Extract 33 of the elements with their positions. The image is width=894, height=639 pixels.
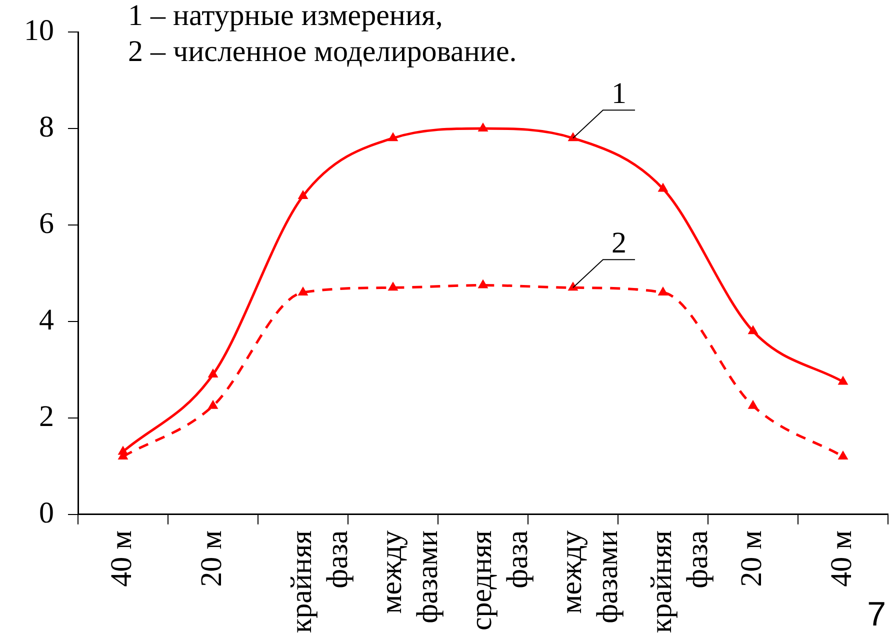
- y-tick-label: 4: [39, 303, 54, 336]
- point: [388, 282, 398, 291]
- x-tick-label: 40 м: [824, 530, 858, 587]
- point: [838, 376, 848, 385]
- point: [478, 122, 488, 132]
- x-tick-label: 40 м: [104, 530, 138, 587]
- point: [748, 325, 758, 334]
- y-tick-label: 0: [39, 496, 54, 530]
- x-tick-label: 20 м: [194, 530, 228, 587]
- y-tick-label: 10: [24, 14, 54, 47]
- annotation: 2 – численное моделирование.: [128, 34, 517, 68]
- point: [748, 400, 758, 409]
- text: 1 – натурные измерения,: [128, 0, 443, 32]
- y-tick-label: 6: [39, 206, 54, 240]
- x-tick-label: крайняя фаза: [284, 530, 354, 634]
- y-tick-label: 2: [39, 400, 54, 433]
- text: 7: [867, 595, 886, 634]
- point: [568, 282, 578, 291]
- point: [478, 279, 488, 288]
- point: [658, 182, 668, 192]
- point: [838, 450, 848, 460]
- series-label: 2: [612, 226, 626, 260]
- point: [568, 132, 578, 142]
- point: [388, 132, 398, 142]
- point: [208, 368, 218, 378]
- y-tick-label: 8: [39, 110, 54, 144]
- point: [658, 286, 668, 296]
- point: [298, 190, 308, 200]
- point: [208, 400, 218, 409]
- x-tick-label: 20 м: [734, 530, 768, 587]
- point: [298, 286, 308, 296]
- point: [118, 446, 128, 455]
- series-label: 1: [612, 77, 626, 110]
